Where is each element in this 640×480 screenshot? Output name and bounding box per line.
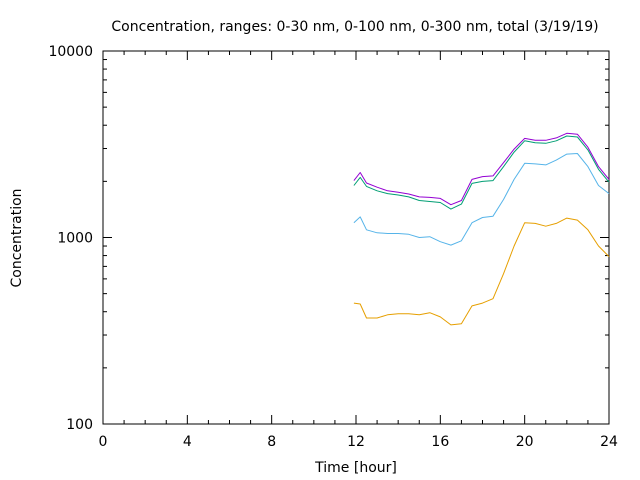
- x-tick-labels: 0 4 8 12 16 20 24: [99, 434, 618, 450]
- plot-frame: [102, 50, 610, 425]
- series-line-0-30-nm: [353, 217, 610, 326]
- x-tick-label: 20: [516, 434, 534, 450]
- x-axis-label: Time [hour]: [314, 460, 397, 476]
- x-tick-label: 4: [183, 434, 192, 450]
- series-lines: [353, 132, 610, 326]
- y-axis-label: Concentration: [9, 188, 25, 287]
- series-line-total: [353, 132, 610, 206]
- chart-title: Concentration, ranges: 0-30 nm, 0-100 nm…: [111, 19, 598, 35]
- tick-marks: [102, 50, 610, 425]
- minor-ticks: [103, 51, 609, 424]
- x-tick-label: 0: [99, 434, 108, 450]
- x-tick-label: 8: [267, 434, 276, 450]
- x-tick-label: 12: [347, 434, 365, 450]
- y-tick-label: 10000: [48, 44, 93, 60]
- x-tick-label: 16: [431, 434, 449, 450]
- series-line-0-300-nm: [353, 135, 610, 210]
- series-line-0-100-nm: [353, 153, 610, 246]
- y-tick-label: 1000: [57, 231, 93, 247]
- y-tick-label: 100: [66, 417, 93, 433]
- x-tick-label: 24: [600, 434, 618, 450]
- y-tick-labels: 100 1000 10000: [48, 44, 93, 433]
